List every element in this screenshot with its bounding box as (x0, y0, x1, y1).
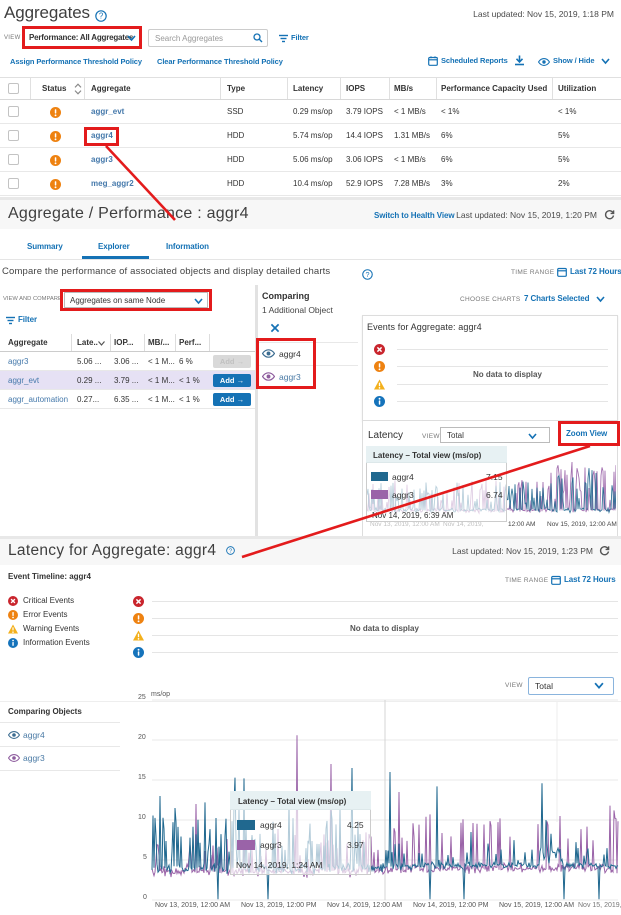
svg-text:?: ? (99, 12, 104, 21)
svg-text:?: ? (366, 270, 370, 279)
svg-text:?: ? (229, 548, 233, 554)
